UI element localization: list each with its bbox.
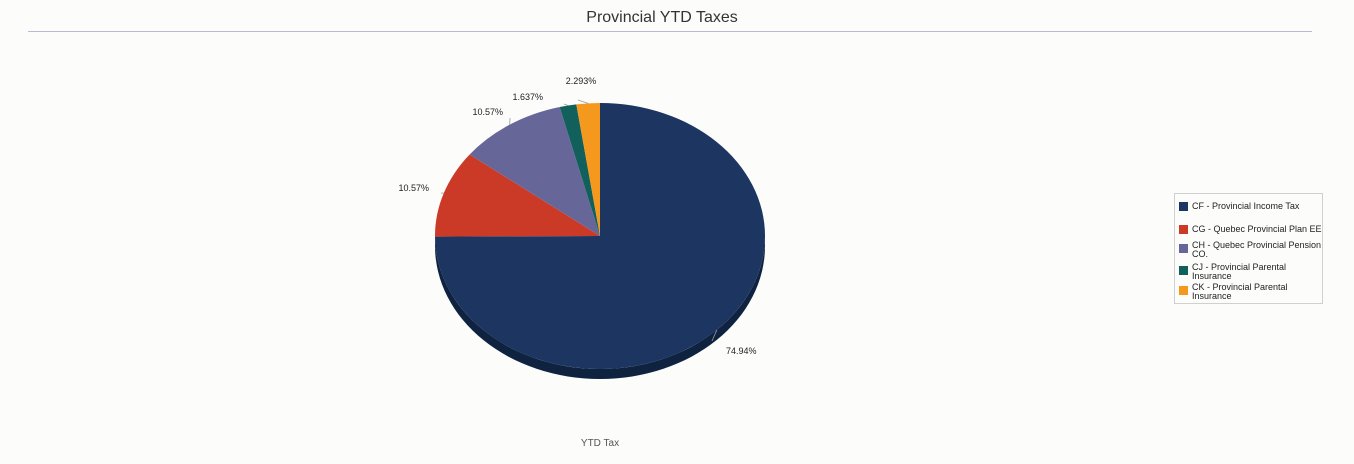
- pie-slice[interactable]: [576, 103, 600, 236]
- slice-percent-label: 74.94%: [726, 346, 757, 356]
- pie-slice[interactable]: [435, 154, 600, 237]
- slice-percent-label: 10.57%: [472, 107, 503, 117]
- label-leader-line: [577, 99, 589, 104]
- x-axis-label: YTD Tax: [580, 438, 620, 449]
- legend-label: CK - Provincial Parental Insurance: [1192, 282, 1288, 301]
- pie-labels: 74.94% 10.57% 10.57% 1.637% 2.293%: [398, 76, 756, 356]
- legend-label: CF - Provincial Income Tax: [1192, 201, 1300, 211]
- legend-swatch: [1179, 225, 1188, 234]
- label-leader-line: [563, 103, 569, 106]
- legend-label: CH - Quebec Provincial Pension CO.: [1192, 240, 1322, 259]
- pie-slice[interactable]: [469, 107, 600, 236]
- legend-swatch: [1179, 266, 1188, 275]
- slice-percent-label: 10.57%: [398, 183, 429, 193]
- slice-percent-label: 2.293%: [566, 76, 597, 86]
- pie-slices: [435, 103, 765, 369]
- legend: CF - Provincial Income Tax CG - Quebec P…: [1174, 193, 1323, 304]
- legend-swatch: [1179, 244, 1188, 253]
- label-leader-line: [711, 329, 718, 342]
- legend-swatch: [1179, 286, 1188, 295]
- title-divider: [28, 31, 1312, 32]
- pie-slice[interactable]: [435, 103, 765, 369]
- pie-slice[interactable]: [559, 104, 600, 237]
- chart-title: Provincial YTD Taxes: [586, 9, 738, 26]
- legend-swatch: [1179, 202, 1188, 211]
- legend-label: CJ - Provincial Parental Insurance: [1192, 262, 1287, 281]
- legend-label: CG - Quebec Provincial Plan EE: [1192, 224, 1322, 234]
- slice-percent-label: 1.637%: [512, 92, 543, 102]
